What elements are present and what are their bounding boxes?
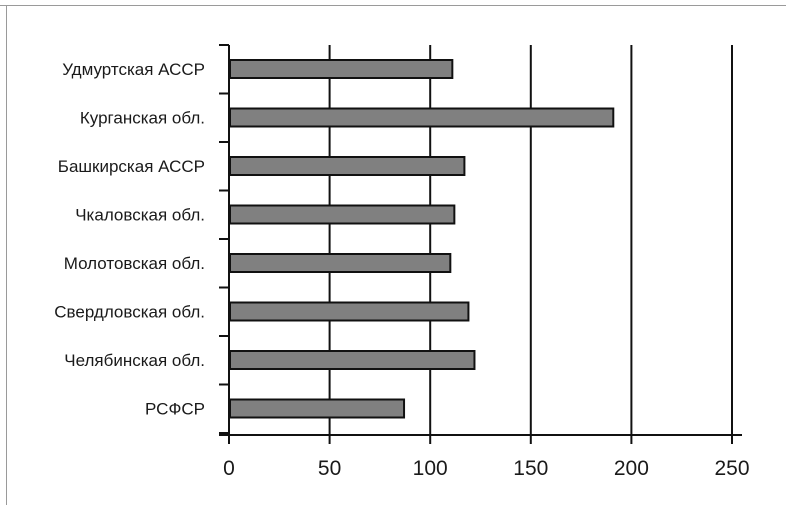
bar-3 [229, 204, 456, 225]
bar-5 [229, 301, 470, 322]
bar-4 [229, 253, 452, 273]
gridlines [328, 45, 733, 435]
bar-1 [229, 107, 615, 128]
bar-7 [229, 398, 406, 419]
category-label-3: Чкаловская обл. [75, 206, 205, 225]
x-tick-label-50: 50 [318, 457, 341, 480]
bars [229, 59, 615, 419]
x-tick-label-200: 200 [614, 457, 649, 480]
bar-0 [229, 59, 454, 79]
bar-6 [229, 350, 476, 370]
tick-labels: 0 50 100 150 200 250 [223, 457, 749, 480]
category-label-4: Молотовская обл. [64, 254, 205, 273]
category-label-2: Башкирская АССР [58, 157, 205, 176]
category-labels: Удмуртская АССР Курганская обл. Башкирская… [54, 60, 205, 419]
x-tick-label-150: 150 [513, 457, 548, 480]
category-label-5: Свердловская обл. [54, 303, 205, 322]
x-tick-label-250: 250 [714, 457, 749, 480]
category-label-7: РСФСР [145, 400, 205, 419]
category-label-0: Удмуртская АССР [62, 60, 205, 79]
x-tick-label-0: 0 [223, 457, 235, 480]
bar-2 [229, 156, 466, 176]
x-tick-label-100: 100 [413, 457, 448, 480]
chart-border [0, 5, 786, 505]
category-label-1: Курганская обл. [80, 109, 205, 128]
category-label-6: Челябинская обл. [64, 351, 205, 370]
axes [219, 44, 742, 444]
